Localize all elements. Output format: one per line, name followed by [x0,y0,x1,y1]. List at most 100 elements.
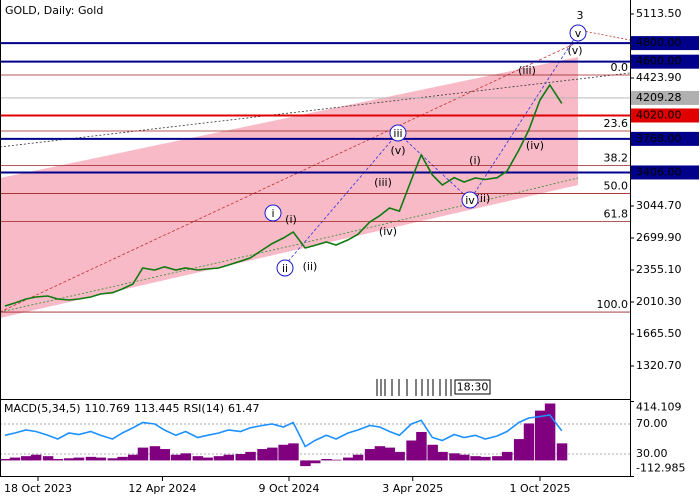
macd-bar [406,440,417,461]
price-box-label: 4020.00 [636,108,682,121]
macd-bar [21,456,32,461]
macd-bar [235,454,246,461]
macd-bar [523,423,535,461]
macd-bar [257,449,268,461]
fibonacci-label: 38.2 [604,152,629,165]
macd-bar [85,456,97,461]
rsi-tick-label: 70.00 [636,417,668,430]
macd-bar [42,456,54,461]
macd-bar [267,447,278,461]
fibonacci-label: 0.0 [611,61,629,74]
macd-bar [288,443,299,461]
macd-bar [170,454,182,461]
fibonacci-label: 50.0 [604,180,629,193]
wave-label: iv [465,194,475,207]
wave-label: (v) [567,44,582,57]
trend-line [577,29,631,41]
wave-label: iii [393,127,402,140]
macd-bar [364,449,376,461]
price-box-label: 3406.00 [636,165,682,178]
y-tick-label: 1320.70 [636,359,682,372]
macd-bar [321,459,332,461]
x-tick-label: 9 Oct 2024 [258,482,319,495]
macd-bar [52,459,64,461]
y-tick-label: 2699.90 [636,231,682,244]
macd-bar [437,451,448,461]
indicator-value: 61.47 [228,402,260,415]
macd-bar [427,444,438,461]
chart-title: GOLD, Daily: Gold [5,4,103,17]
price-box-label: 4209.28 [636,91,682,104]
x-tick-label: 18 Oct 2023 [4,482,72,495]
price-box [631,108,699,123]
macd-bar [9,457,21,461]
macd-bar [149,446,161,461]
macd-bar [331,459,342,461]
wave-label: (ii) [303,260,318,273]
wave-marker [389,124,407,142]
wave-path [284,32,579,266]
y-tick-label: -112.985 [636,462,685,475]
macd-bar [73,457,85,461]
macd-bar [394,451,405,461]
macd-bar [192,456,204,461]
macd-bar [278,444,289,461]
macd-bar [159,449,171,461]
trend-channel [0,57,578,318]
macd-bar [374,446,386,461]
y-tick-label: 2010.30 [636,295,682,308]
wave-label: (iii) [518,64,536,77]
moving-average [0,177,579,313]
indicator-value: 110.769 [85,402,131,415]
macd-bar [480,456,491,461]
macd-bar [459,454,470,461]
indicator-value: RSI(14) [184,402,224,415]
wave-label: (ii) [476,192,491,205]
trend-line [0,72,631,148]
price-box [631,36,699,51]
macd-bar [556,443,568,461]
time-box [454,379,491,395]
y-tick-label: 1665.50 [636,327,682,340]
indicator-value: MACD(5,34,5) [4,402,81,415]
wave-label: (iv) [526,139,544,152]
wave-marker [569,24,587,42]
macd-bar [95,457,107,461]
macd-bar [544,403,556,461]
macd-bar [492,456,503,461]
wave-label: (i) [285,213,297,226]
macd-bar [107,458,118,461]
macd-bar [310,460,321,464]
wave-label: (iii) [374,176,392,189]
rsi-tick-label: 30.00 [636,447,668,460]
x-tick-label: 3 Apr 2025 [382,482,443,495]
macd-bar [416,431,427,461]
x-tick-label: 12 Apr 2024 [128,482,196,495]
wave-label: (iv) [379,225,397,238]
indicator-header: MACD(5,34,5) 110.769 113.445 RSI(14) 61.47 [4,402,260,415]
macd-bar [213,456,225,461]
price-box-label: 4800.00 [636,36,682,49]
trend-line [0,41,579,313]
rsi-line [4,414,563,448]
macd-bar [0,459,11,461]
price-box [631,165,699,180]
price-line [4,83,563,307]
macd-bar [513,439,525,461]
macd-bar [245,451,256,461]
price-box [631,90,699,105]
wave-marker [276,259,294,277]
y-tick-label: 5113.50 [636,7,682,20]
macd-bar [180,453,192,461]
wave-marker [461,191,479,209]
price-box-label: 3768.00 [636,132,682,145]
wave-label: (v) [390,144,405,157]
y-tick-label: 3044.70 [636,199,682,212]
y-tick-label: 4423.90 [636,71,682,84]
macd-bar [202,457,213,461]
fibonacci-label: 100.0 [597,298,629,311]
time-label: 18:30 [457,381,489,394]
macd-bar [384,447,396,461]
macd-bar [501,451,513,461]
